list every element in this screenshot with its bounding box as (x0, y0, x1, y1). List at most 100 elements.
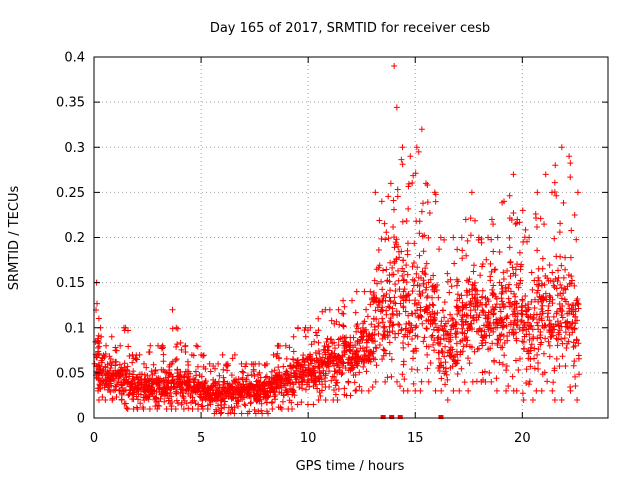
data-point (512, 272, 519, 279)
data-point (386, 339, 393, 346)
data-point (327, 336, 334, 343)
data-point (207, 387, 214, 394)
y-tick-label: 0.25 (56, 186, 85, 201)
data-point (405, 341, 412, 348)
data-point (354, 321, 361, 328)
data-point (185, 390, 192, 397)
data-point (354, 362, 361, 369)
data-point (352, 342, 359, 349)
data-point (107, 388, 114, 395)
data-point (562, 266, 569, 273)
data-point (325, 343, 332, 350)
data-point (409, 276, 416, 283)
data-point (482, 339, 489, 346)
data-point (212, 365, 219, 372)
data-point (378, 235, 385, 242)
y-tick-label: 0 (77, 412, 85, 427)
data-point (539, 310, 546, 317)
data-point (545, 303, 552, 310)
data-point (146, 405, 153, 412)
data-point (501, 352, 508, 359)
data-point (409, 355, 416, 362)
data-point (192, 376, 199, 383)
data-point (356, 340, 363, 347)
data-point (102, 364, 109, 371)
data-point (432, 387, 439, 394)
data-point (365, 356, 372, 363)
data-point (467, 232, 474, 239)
data-point (514, 310, 521, 317)
data-point (506, 244, 513, 251)
data-point (403, 217, 410, 224)
data-point (573, 236, 580, 243)
data-point (494, 324, 501, 331)
data-point (439, 349, 446, 356)
data-point (356, 383, 363, 390)
data-point (497, 308, 504, 315)
data-point (551, 365, 558, 372)
data-point (315, 327, 322, 334)
data-point (383, 266, 390, 273)
data-point (129, 371, 136, 378)
data-point (458, 292, 465, 299)
data-point (544, 313, 551, 320)
data-point (538, 306, 545, 313)
data-point (386, 329, 393, 336)
data-point (283, 355, 290, 362)
data-point (430, 282, 437, 289)
data-point (137, 391, 144, 398)
data-point (174, 341, 181, 348)
data-point (431, 288, 438, 295)
data-point (510, 308, 517, 315)
data-point (440, 307, 447, 314)
data-point (229, 406, 236, 413)
data-point (424, 365, 431, 372)
data-point (510, 326, 517, 333)
data-point (313, 355, 320, 362)
data-point (496, 279, 503, 286)
data-point (416, 288, 423, 295)
data-point (399, 144, 406, 151)
data-point (437, 234, 444, 241)
data-point (351, 355, 358, 362)
data-point (187, 370, 194, 377)
data-point (430, 272, 437, 279)
data-point (372, 344, 379, 351)
data-point (494, 320, 501, 327)
data-point (491, 267, 498, 274)
data-point (405, 312, 412, 319)
data-point (391, 63, 398, 70)
data-point (133, 404, 140, 411)
data-point (519, 207, 526, 214)
data-point (390, 321, 397, 328)
data-point (106, 353, 113, 360)
data-point (356, 369, 363, 376)
data-point (379, 286, 386, 293)
data-point (381, 331, 388, 338)
data-point (463, 318, 470, 325)
data-point (571, 282, 578, 289)
data-point (256, 396, 263, 403)
data-point (558, 311, 565, 318)
data-point (379, 315, 386, 322)
data-point (244, 410, 251, 417)
data-point (395, 330, 402, 337)
data-point (194, 343, 201, 350)
data-point (340, 323, 347, 330)
data-point (339, 370, 346, 377)
data-point (510, 209, 517, 216)
data-point (523, 380, 530, 387)
data-point (271, 367, 278, 374)
data-point (499, 288, 506, 295)
data-point (380, 267, 387, 274)
data-point (128, 382, 135, 389)
data-point (448, 315, 455, 322)
data-point (393, 104, 400, 111)
data-point (272, 396, 279, 403)
data-point (565, 338, 572, 345)
data-point (318, 376, 325, 383)
data-point (118, 396, 125, 403)
data-point (454, 328, 461, 335)
data-point (300, 364, 307, 371)
data-point (562, 329, 569, 336)
